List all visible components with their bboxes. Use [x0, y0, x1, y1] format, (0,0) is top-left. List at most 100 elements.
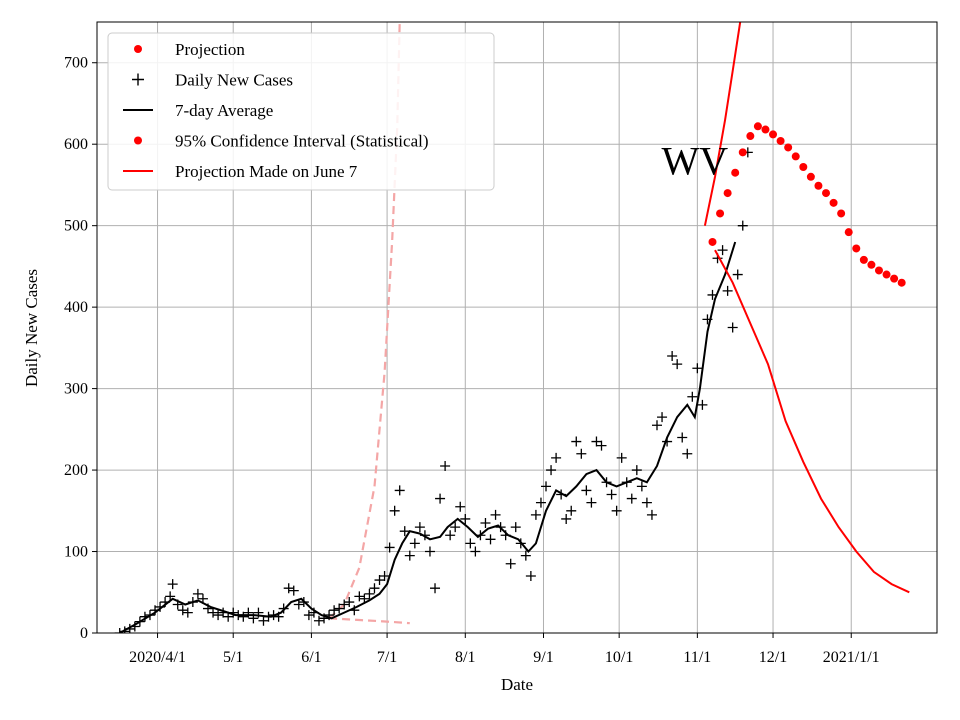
daily-case-marker [445, 530, 456, 541]
daily-case-marker [687, 391, 698, 402]
daily-case-marker [722, 285, 733, 296]
daily-case-marker [460, 513, 471, 524]
daily-case-marker [641, 497, 652, 508]
projection-dot [731, 168, 740, 177]
daily-case-marker [571, 436, 582, 447]
projection-dot [822, 189, 831, 198]
legend-label: Projection Made on June 7 [175, 162, 358, 181]
legend-label: 95% Confidence Interval (Statistical) [175, 132, 429, 151]
daily-case-marker [490, 509, 501, 520]
daily-case-marker [303, 610, 314, 621]
daily-case-marker [465, 538, 476, 549]
x-tick-label: 9/1 [533, 649, 553, 666]
projection-dot [867, 260, 876, 269]
y-tick-label: 0 [80, 625, 88, 642]
legend-marker-dot [134, 45, 142, 53]
daily-case-marker [596, 440, 607, 451]
x-tick-label: 8/1 [455, 649, 475, 666]
daily-case-marker [606, 489, 617, 500]
projection-dot [791, 152, 800, 161]
daily-case-marker [384, 542, 395, 553]
daily-case-marker [334, 603, 345, 614]
projection-dot [738, 148, 747, 157]
projection-dot [837, 209, 846, 218]
legend: Projection Daily New Cases 7-day Average 95… [107, 32, 495, 191]
daily-case-marker [394, 485, 405, 496]
projection-dot [769, 130, 778, 139]
projection-dot [716, 209, 725, 218]
projection-dot [844, 228, 853, 237]
daily-case-marker [737, 220, 748, 231]
daily-case-marker [369, 583, 380, 594]
daily-case-marker [717, 245, 728, 256]
y-tick-label: 600 [64, 136, 88, 153]
daily-case-marker [682, 448, 693, 459]
x-tick-label: 2020/4/1 [129, 649, 186, 666]
projection-steep-line [703, 22, 742, 226]
daily-case-marker [727, 322, 738, 333]
daily-case-marker [192, 588, 203, 599]
daily-case-marker [374, 575, 385, 586]
daily-case-marker [636, 481, 647, 492]
daily-case-marker [732, 269, 743, 280]
plot-frame [96, 21, 938, 634]
daily-case-marker [646, 509, 657, 520]
daily-case-marker [414, 522, 425, 533]
x-tick-label: 11/1 [683, 649, 711, 666]
x-tick-label: 7/1 [377, 649, 397, 666]
daily-case-marker [288, 585, 299, 596]
daily-case-marker [581, 485, 592, 496]
daily-case-marker [329, 605, 340, 616]
legend-marker-dot [134, 136, 142, 145]
projection-dot [806, 172, 815, 181]
projection-dot [799, 163, 808, 172]
daily-case-marker [167, 579, 178, 590]
daily-case-marker [339, 599, 350, 610]
projection-dot [761, 125, 770, 134]
projection-dot [708, 237, 717, 246]
projection-dot [814, 181, 823, 190]
daily-case-marker [616, 452, 627, 463]
projection-dot [776, 136, 785, 145]
daily-case-marker [450, 522, 461, 533]
legend-label: 7-day Average [175, 101, 273, 120]
daily-case-marker [530, 509, 541, 520]
daily-case-marker [546, 465, 557, 476]
daily-case-marker [626, 493, 637, 504]
x-tick-label: 5/1 [223, 649, 243, 666]
daily-case-marker [480, 518, 491, 529]
daily-case-marker [505, 558, 516, 569]
daily-case-marker [551, 452, 562, 463]
daily-case-marker [258, 615, 269, 626]
daily-case-marker [379, 570, 390, 581]
daily-case-marker [430, 583, 441, 594]
x-tick-label: 6/1 [301, 649, 321, 666]
daily-case-marker [561, 513, 572, 524]
daily-case-marker [177, 605, 188, 616]
projection-dot [784, 143, 793, 152]
daily-case-marker [344, 597, 355, 608]
daily-case-marker [586, 497, 597, 508]
daily-case-marker [535, 497, 546, 508]
daily-case-marker [354, 591, 365, 602]
daily-case-marker [440, 460, 451, 471]
daily-case-marker [692, 363, 703, 374]
daily-case-marker [114, 628, 125, 633]
legend-label: Daily New Cases [175, 71, 293, 90]
daily-case-marker [293, 599, 304, 610]
x-axis-label: Date [501, 675, 533, 694]
daily-case-marker [677, 432, 688, 443]
projection-dot [874, 266, 883, 275]
daily-case-marker [283, 583, 294, 594]
daily-case-marker [576, 448, 587, 459]
daily-case-marker [520, 550, 531, 561]
y-tick-label: 200 [64, 462, 88, 479]
daily-case-marker [213, 610, 224, 621]
y-tick-label: 100 [64, 544, 88, 561]
daily-case-marker [672, 359, 683, 370]
x-tick-label: 12/1 [759, 649, 787, 666]
daily-case-marker [697, 399, 708, 410]
daily-case-marker [525, 570, 536, 581]
daily-case-marker [404, 550, 415, 561]
daily-case-marker [631, 465, 642, 476]
